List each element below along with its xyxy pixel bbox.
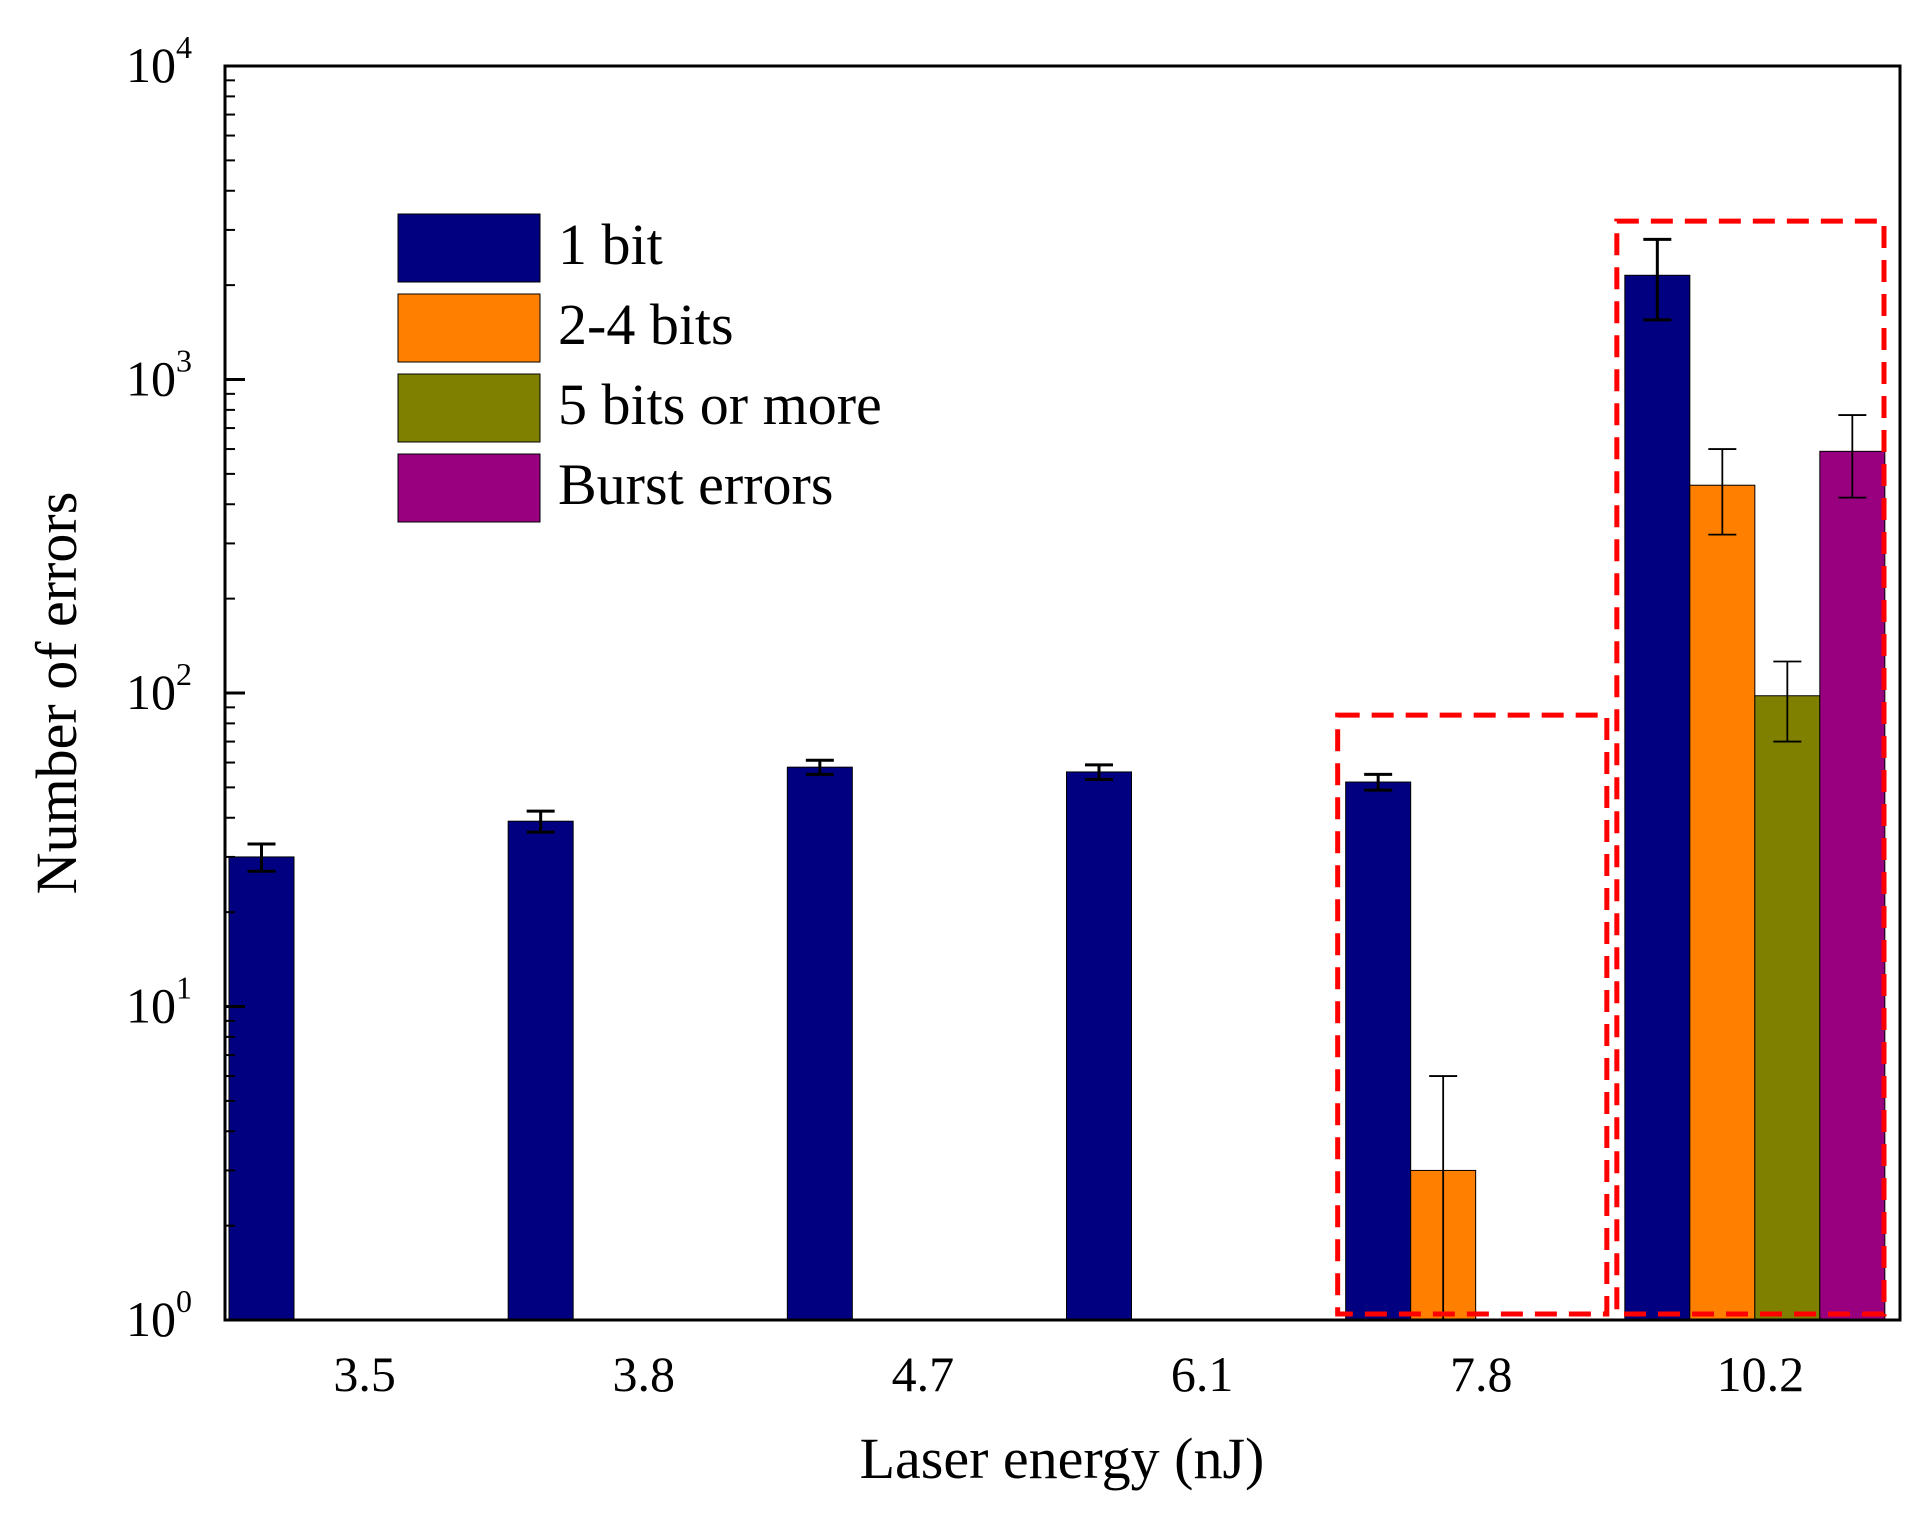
legend-swatch-1 <box>397 293 541 363</box>
bar-0-3 <box>1066 771 1132 1321</box>
bar-0-4 <box>1345 781 1412 1321</box>
legend-label-3: Burst errors <box>558 452 833 517</box>
y-tick-label-4: 104 <box>126 29 192 93</box>
bar-0-5 <box>1624 274 1691 1321</box>
y-tick-label-2: 102 <box>126 656 192 720</box>
legend: 1 bit 2-4 bits 5 bits or more Burst errors <box>397 212 882 523</box>
highlight-boxes <box>1335 218 1887 1317</box>
y-tick-label-0: 100 <box>126 1283 192 1347</box>
error-bars <box>247 237 1867 1321</box>
legend-label-1: 2-4 bits <box>558 292 734 357</box>
x-tick-label-2: 4.7 <box>892 1346 955 1402</box>
y-axis-ticks: 100 101 102 103 104 <box>126 29 245 1347</box>
x-axis-ticks: 3.5 3.8 4.7 6.1 7.8 10.2 <box>333 1346 1804 1402</box>
bar-0-1 <box>507 820 574 1321</box>
bar-1-5 <box>1689 484 1756 1321</box>
bar-0-0 <box>228 856 295 1321</box>
x-tick-label-1: 3.8 <box>613 1346 676 1402</box>
x-tick-label-3: 6.1 <box>1171 1346 1234 1402</box>
x-tick-label-0: 3.5 <box>333 1346 396 1402</box>
bars <box>228 274 1886 1321</box>
bar-2-5 <box>1754 695 1821 1321</box>
bar-0-2 <box>786 766 853 1321</box>
y-tick-label-1: 101 <box>126 970 192 1034</box>
legend-swatch-2 <box>397 373 541 443</box>
x-tick-label-4: 7.8 <box>1450 1346 1513 1402</box>
legend-swatch-3 <box>397 453 541 523</box>
legend-label-0: 1 bit <box>558 212 663 277</box>
highlight-box-0 <box>1335 712 1610 1317</box>
x-tick-label-5: 10.2 <box>1717 1346 1805 1402</box>
bar-3-5 <box>1819 450 1886 1321</box>
legend-label-2: 5 bits or more <box>558 372 882 437</box>
legend-swatch-0 <box>397 213 541 283</box>
y-tick-label-3: 103 <box>126 343 192 407</box>
y-axis-label: Number of errors <box>24 492 89 895</box>
x-axis-label: Laser energy (nJ) <box>860 1426 1265 1491</box>
